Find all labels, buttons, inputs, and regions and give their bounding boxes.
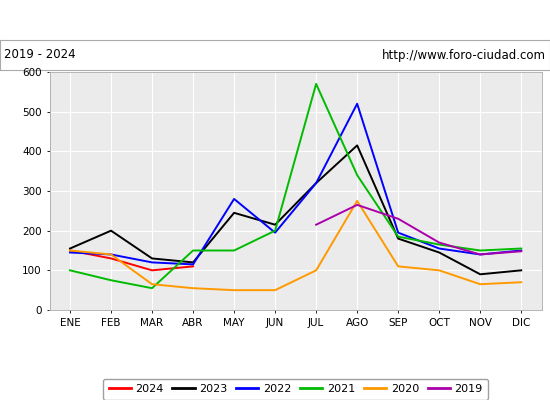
2022 [272, 230, 278, 235]
2020 [231, 288, 238, 292]
2019 [313, 222, 320, 227]
2020 [272, 288, 278, 292]
2020 [436, 268, 443, 273]
2023 [108, 228, 114, 233]
2020 [67, 248, 73, 253]
2023 [231, 210, 238, 215]
2023 [67, 246, 73, 251]
Line: 2022: 2022 [70, 104, 521, 264]
Text: 2019 - 2024: 2019 - 2024 [4, 48, 76, 62]
2021 [272, 228, 278, 233]
Line: 2023: 2023 [70, 145, 521, 274]
2022 [395, 230, 402, 235]
2023 [148, 256, 155, 261]
2021 [231, 248, 238, 253]
2022 [436, 246, 443, 251]
2019 [354, 202, 360, 207]
2022 [190, 262, 196, 267]
2024 [148, 268, 155, 273]
2021 [354, 173, 360, 178]
Line: 2019: 2019 [316, 205, 521, 254]
2024 [190, 264, 196, 269]
2021 [190, 248, 196, 253]
2023 [313, 181, 320, 186]
2023 [477, 272, 483, 277]
2023 [395, 236, 402, 241]
Line: 2024: 2024 [70, 250, 193, 270]
Text: http://www.foro-ciudad.com: http://www.foro-ciudad.com [382, 48, 546, 62]
2020 [354, 198, 360, 203]
2020 [477, 282, 483, 287]
2022 [313, 181, 320, 186]
2020 [518, 280, 525, 285]
2019 [477, 252, 483, 257]
2021 [395, 234, 402, 239]
2021 [148, 286, 155, 290]
2021 [436, 242, 443, 247]
2024 [67, 248, 73, 253]
2020 [190, 286, 196, 290]
2020 [395, 264, 402, 269]
2022 [354, 101, 360, 106]
2022 [231, 196, 238, 201]
2019 [518, 249, 525, 254]
2024 [108, 256, 114, 261]
2023 [272, 222, 278, 227]
2022 [67, 250, 73, 255]
2021 [518, 246, 525, 251]
2023 [518, 268, 525, 273]
2023 [354, 143, 360, 148]
Line: 2021: 2021 [70, 84, 521, 288]
2020 [148, 282, 155, 287]
2021 [108, 278, 114, 283]
Legend: 2024, 2023, 2022, 2021, 2020, 2019: 2024, 2023, 2022, 2021, 2020, 2019 [103, 378, 488, 400]
Text: Evolucion Nº Turistas Nacionales en el municipio de Petra: Evolucion Nº Turistas Nacionales en el m… [76, 13, 474, 27]
2022 [148, 260, 155, 265]
2022 [108, 252, 114, 257]
2021 [313, 82, 320, 86]
2021 [477, 248, 483, 253]
2019 [436, 240, 443, 245]
Line: 2020: 2020 [70, 201, 521, 290]
2021 [67, 268, 73, 273]
2023 [190, 260, 196, 265]
2019 [395, 216, 402, 221]
2020 [313, 268, 320, 273]
2022 [518, 248, 525, 253]
2023 [436, 250, 443, 255]
2020 [108, 252, 114, 257]
2022 [477, 252, 483, 257]
